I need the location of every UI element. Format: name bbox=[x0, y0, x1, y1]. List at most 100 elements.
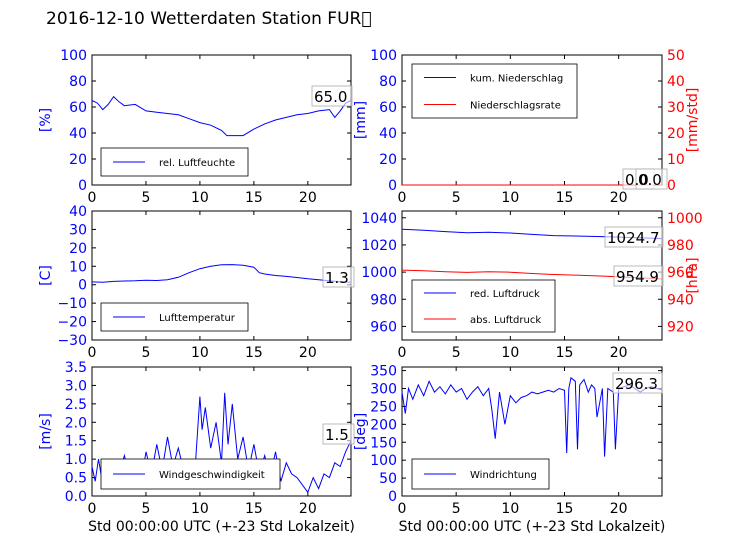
y-axis-label: [C] bbox=[38, 265, 54, 286]
x-tick-label: 5 bbox=[452, 190, 461, 206]
y-tick-label: 50 bbox=[379, 471, 397, 487]
x-tick-label: 20 bbox=[299, 345, 317, 361]
y-tick-label: −20 bbox=[57, 315, 87, 331]
y-tick-label: 100 bbox=[60, 48, 87, 64]
y-tick-label: 40 bbox=[379, 126, 397, 142]
series-line-rel-luftfeuchte bbox=[91, 95, 352, 137]
y-tick-label: 30 bbox=[69, 222, 87, 238]
y-tick-label: 100 bbox=[370, 48, 397, 64]
value-annotation-box bbox=[604, 226, 664, 248]
x-tick-label: 5 bbox=[141, 501, 150, 517]
x-tick-label: 0 bbox=[398, 345, 407, 361]
x-tick-label: 15 bbox=[245, 501, 263, 517]
x-tick-label: 10 bbox=[501, 190, 519, 206]
x-tick-label: 15 bbox=[556, 345, 574, 361]
x-tick-label: 20 bbox=[299, 501, 317, 517]
y-tick-label: 40 bbox=[69, 204, 87, 220]
y-tick-label-right: 920 bbox=[667, 319, 694, 335]
value-annotation: 296.3 bbox=[615, 375, 658, 393]
x-tick-label: 15 bbox=[245, 345, 263, 361]
y-axis-label: [deg] bbox=[353, 413, 369, 450]
value-annotation: 1024.7 bbox=[607, 229, 660, 247]
y-tick-label: 20 bbox=[69, 241, 87, 257]
x-tick-label: 0 bbox=[398, 501, 407, 517]
value-annotation-box bbox=[322, 266, 355, 288]
y-tick-label: 40 bbox=[69, 126, 87, 142]
legend-label: rel. Luftfeuchte bbox=[159, 158, 235, 169]
x-tick-label: 0 bbox=[398, 190, 407, 206]
y-tick-label-right: 30 bbox=[667, 100, 685, 116]
x-tick-label: 5 bbox=[452, 501, 461, 517]
value-annotation-box bbox=[612, 372, 663, 394]
y-tick-label: 60 bbox=[379, 100, 397, 116]
y-tick-label: 100 bbox=[370, 453, 397, 469]
y-tick-label-right: 960 bbox=[667, 265, 694, 281]
y-tick-label: −30 bbox=[57, 333, 87, 349]
y-axis-label: [%] bbox=[38, 108, 54, 132]
x-tick-label: 20 bbox=[299, 190, 317, 206]
x-tick-label: 20 bbox=[610, 501, 628, 517]
y-tick-label: 0 bbox=[388, 178, 397, 194]
x-tick-label: 20 bbox=[610, 190, 628, 206]
y-tick-label: 1020 bbox=[361, 238, 397, 254]
x-tick-label: 15 bbox=[556, 501, 574, 517]
y-tick-label-right: 0 bbox=[667, 178, 676, 194]
y-tick-label: 2.5 bbox=[65, 397, 87, 413]
chart-panel-middle-left bbox=[91, 210, 355, 341]
y-tick-label: 1040 bbox=[361, 211, 397, 227]
legend-label: red. Luftdruck bbox=[470, 289, 540, 300]
series-line-lufttemperatur bbox=[91, 264, 352, 283]
y-tick-label: 20 bbox=[69, 152, 87, 168]
y-tick-label: 0 bbox=[78, 178, 87, 194]
x-tick-label: 10 bbox=[191, 501, 209, 517]
legend-label: Niederschlagsrate bbox=[470, 101, 561, 112]
y-tick-label: 0.5 bbox=[65, 471, 87, 487]
y-tick-label: 1.5 bbox=[65, 434, 87, 450]
y-tick-label-right: 40 bbox=[667, 74, 685, 90]
y-tick-label-right: 1000 bbox=[667, 211, 703, 227]
y-tick-label: 3.0 bbox=[65, 378, 87, 394]
chart-panel-top-right bbox=[401, 54, 668, 190]
legend-box bbox=[411, 63, 578, 119]
y-tick-label: 0 bbox=[78, 278, 87, 294]
x-tick-label: 0 bbox=[88, 501, 97, 517]
y-tick-label: 1.0 bbox=[65, 452, 87, 468]
chart-panel-bottom-right bbox=[401, 366, 663, 497]
legend-label: kum. Niederschlag bbox=[470, 74, 563, 85]
x-axis-label: Std 00:00:00 UTC (+-23 Std Lokalzeit) bbox=[88, 519, 355, 535]
y-axis-label-right: [mm/std] bbox=[685, 88, 701, 153]
value-annotation: 1.5 bbox=[325, 426, 349, 444]
x-tick-label: 0 bbox=[88, 345, 97, 361]
legend-label: Lufttemperatur bbox=[159, 313, 236, 324]
x-tick-label: 0 bbox=[88, 190, 97, 206]
y-tick-label-right: 10 bbox=[667, 152, 685, 168]
x-tick-label: 10 bbox=[191, 345, 209, 361]
y-tick-label-right: 50 bbox=[667, 48, 685, 64]
y-axis-label: [m/s] bbox=[38, 413, 54, 450]
legend-box bbox=[411, 279, 556, 333]
y-tick-label: 2.0 bbox=[65, 415, 87, 431]
value-annotation: 0.0 bbox=[638, 171, 662, 189]
y-tick-label: 200 bbox=[370, 417, 397, 433]
y-tick-label: 0 bbox=[388, 489, 397, 505]
value-annotation-box bbox=[613, 265, 664, 287]
y-tick-label: 980 bbox=[370, 292, 397, 308]
y-tick-label: 80 bbox=[379, 74, 397, 90]
value-annotation-box bbox=[311, 85, 353, 107]
plot-frame bbox=[91, 54, 352, 186]
y-tick-label: 150 bbox=[370, 435, 397, 451]
value-annotation: 954.9 bbox=[616, 268, 659, 286]
y-tick-label: 20 bbox=[379, 152, 397, 168]
x-tick-label: 10 bbox=[191, 190, 209, 206]
x-tick-label: 15 bbox=[556, 190, 574, 206]
value-annotation: 1.3 bbox=[325, 269, 349, 287]
y-tick-label: 10 bbox=[69, 259, 87, 275]
legend-label: Windgeschwindigkeit bbox=[159, 470, 265, 481]
x-tick-label: 10 bbox=[501, 501, 519, 517]
figure-title: 2016-12-10 Wetterdaten Station FUR  bbox=[46, 9, 372, 29]
x-tick-label: 20 bbox=[610, 345, 628, 361]
y-tick-label: 3.5 bbox=[65, 360, 87, 376]
y-tick-label: 60 bbox=[69, 100, 87, 116]
x-axis-label: Std 00:00:00 UTC (+-23 Std Lokalzeit) bbox=[399, 519, 666, 535]
